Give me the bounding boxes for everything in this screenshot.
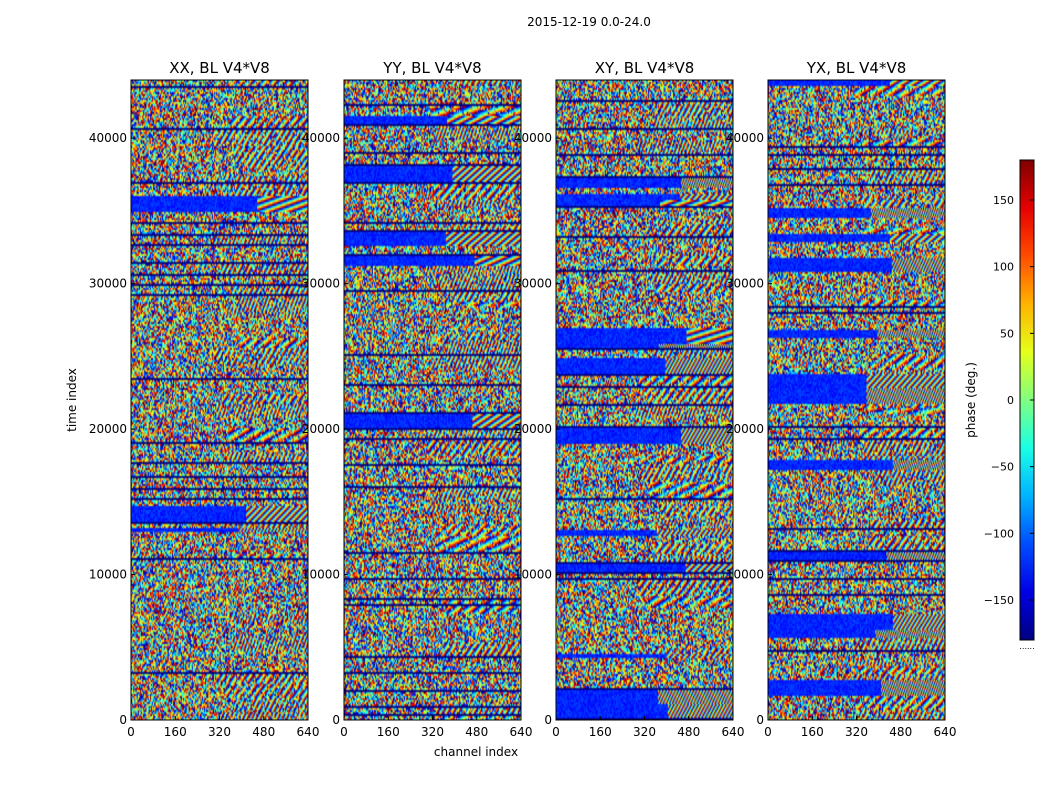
x-tick-label: 640 xyxy=(510,725,533,739)
colorbar-tick-label: 100 xyxy=(993,261,1014,274)
panel-title: YX, BL V4*V8 xyxy=(806,59,907,77)
phase-heatmap-2 xyxy=(344,80,521,720)
x-tick-label: 160 xyxy=(589,725,612,739)
x-tick-label: 640 xyxy=(297,725,320,739)
colorbar-tick-label: −100 xyxy=(984,527,1014,540)
y-tick-label: 0 xyxy=(544,713,552,727)
phase-heatmap-1 xyxy=(131,80,308,720)
y-tick-label: 10000 xyxy=(302,568,340,582)
x-tick-label: 320 xyxy=(208,725,231,739)
y-axis-label: time index xyxy=(65,368,79,432)
y-tick-label: 30000 xyxy=(89,277,127,291)
x-tick-label: 320 xyxy=(633,725,656,739)
panel-2: YY, BL V4*V8 0 160 320 480 640 0 10000 20000 3000… xyxy=(302,59,533,739)
x-tick-label: 160 xyxy=(377,725,400,739)
y-tick-label: 40000 xyxy=(726,131,764,145)
colorbar-label: phase (deg.) xyxy=(964,362,978,438)
colorbar-tick-label: 50 xyxy=(1000,327,1014,340)
y-tick-label: 0 xyxy=(756,713,764,727)
figure-suptitle: 2015-12-19 0.0-24.0 xyxy=(527,15,651,29)
panel-1: XX, BL V4*V8 0 160 320 480 640 0 10000 20000 3000… xyxy=(89,59,320,739)
colorbar: −150 −100 −50 0 50 100 150 phase (deg.)...... xyxy=(964,159,1035,651)
x-tick-label: 0 xyxy=(764,725,772,739)
x-tick-label: 640 xyxy=(934,725,957,739)
x-tick-label: 160 xyxy=(801,725,824,739)
y-tick-label: 20000 xyxy=(302,422,340,436)
panel-title: XY, BL V4*V8 xyxy=(595,59,695,77)
x-tick-label: 320 xyxy=(845,725,868,739)
panel-3: XY, BL V4*V8 0 160 320 480 640 0 10000 20000 3000… xyxy=(514,59,745,739)
x-axis-label: channel index xyxy=(434,745,518,759)
colorbar-tick-label: 0 xyxy=(1007,394,1014,407)
panel-4: YX, BL V4*V8 0 160 320 480 640 0 10000 20000 3000… xyxy=(726,59,957,739)
colorbar-tick-label: 150 xyxy=(993,194,1014,207)
y-tick-label: 10000 xyxy=(89,568,127,582)
y-tick-label: 20000 xyxy=(726,422,764,436)
x-tick-label: 480 xyxy=(889,725,912,739)
y-tick-label: 40000 xyxy=(514,131,552,145)
phase-heatmap-3 xyxy=(556,80,733,720)
colorbar-tick-label: −50 xyxy=(991,461,1014,474)
panel-title: XX, BL V4*V8 xyxy=(169,59,270,77)
x-tick-label: 640 xyxy=(722,725,745,739)
phase-heatmap-4 xyxy=(768,80,945,720)
x-tick-label: 480 xyxy=(252,725,275,739)
y-tick-label: 30000 xyxy=(514,277,552,291)
y-tick-label: 20000 xyxy=(89,422,127,436)
y-tick-label: 30000 xyxy=(726,277,764,291)
colorbar-tick-label: −150 xyxy=(984,594,1014,607)
colorbar-stray-text: ...... xyxy=(1019,642,1034,651)
x-tick-label: 320 xyxy=(421,725,444,739)
panel-title: YY, BL V4*V8 xyxy=(382,59,481,77)
y-tick-label: 10000 xyxy=(726,568,764,582)
panels-group: XX, BL V4*V8 0 160 320 480 640 0 10000 20000 3000… xyxy=(89,59,957,739)
x-tick-label: 160 xyxy=(164,725,187,739)
y-tick-label: 10000 xyxy=(514,568,552,582)
x-tick-label: 0 xyxy=(340,725,348,739)
x-tick-label: 0 xyxy=(552,725,560,739)
y-tick-label: 0 xyxy=(332,713,340,727)
x-tick-label: 480 xyxy=(465,725,488,739)
y-tick-label: 20000 xyxy=(514,422,552,436)
y-tick-label: 30000 xyxy=(302,277,340,291)
y-tick-label: 40000 xyxy=(89,131,127,145)
y-tick-label: 40000 xyxy=(302,131,340,145)
x-tick-label: 480 xyxy=(677,725,700,739)
y-tick-label: 0 xyxy=(119,713,127,727)
x-tick-label: 0 xyxy=(127,725,135,739)
